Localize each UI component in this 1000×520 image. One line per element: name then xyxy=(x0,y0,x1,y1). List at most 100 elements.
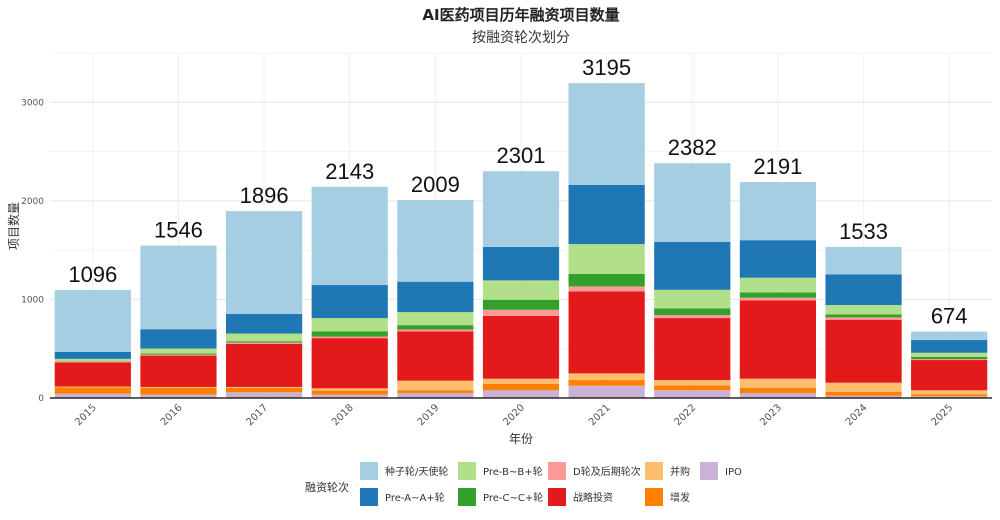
legend-label: IPO xyxy=(725,467,742,478)
bar-segment xyxy=(825,305,902,315)
bar-segment xyxy=(311,331,388,337)
x-tick-label: 2015 xyxy=(73,402,99,428)
x-tick-label: 2017 xyxy=(244,402,270,428)
legend-swatch xyxy=(458,462,476,480)
bar-segment xyxy=(140,353,217,355)
legend-label: D轮及后期轮次 xyxy=(573,465,641,478)
bar-segment xyxy=(739,300,817,379)
legend-item: 种子轮/天使轮 xyxy=(360,462,448,480)
bar-segment xyxy=(482,383,560,391)
total-label: 674 xyxy=(931,304,968,329)
legend-item: Pre-B~B+轮 xyxy=(458,462,543,480)
legend-swatch xyxy=(458,488,476,506)
legend-swatch xyxy=(645,462,663,480)
legend-item: 增发 xyxy=(645,488,690,506)
x-tick-label: 2016 xyxy=(159,402,185,428)
bar-segment xyxy=(54,387,131,394)
total-label: 2009 xyxy=(411,172,460,197)
bar-segment xyxy=(482,171,560,247)
legend-item: Pre-C~C+轮 xyxy=(458,488,543,506)
bar-segment xyxy=(739,297,817,301)
legend-swatch xyxy=(700,462,718,480)
bar-segment xyxy=(568,291,645,374)
bar-segment xyxy=(825,274,902,306)
bar-segment xyxy=(825,395,902,398)
x-axis-label: 年份 xyxy=(509,432,533,446)
bar-segment xyxy=(568,83,645,185)
bar-segment xyxy=(911,390,988,395)
bar-segment xyxy=(54,361,131,363)
total-label: 2191 xyxy=(753,154,802,179)
bar-segment xyxy=(825,314,902,318)
y-axis-ticks: 0 1000 2000 3000 xyxy=(21,98,44,404)
bar-segment xyxy=(225,211,303,314)
x-tick-label: 2021 xyxy=(587,402,613,428)
total-label: 2382 xyxy=(668,135,717,160)
legend-label: 增发 xyxy=(670,491,690,504)
legend-swatch xyxy=(360,462,378,480)
bar-segment xyxy=(397,390,474,393)
legend-item: 并购 xyxy=(645,462,690,480)
legend-item: D轮及后期轮次 xyxy=(548,462,641,480)
bar-segment xyxy=(654,385,731,391)
legend-label: 并购 xyxy=(670,465,690,478)
bar-segment xyxy=(911,396,988,398)
bar-segment xyxy=(397,329,474,332)
x-tick-label: 2023 xyxy=(758,402,784,428)
bar-segment xyxy=(568,380,645,386)
bar-segment xyxy=(54,362,131,387)
bar-segment xyxy=(739,292,817,298)
bar-segment xyxy=(482,390,560,398)
bar-segment xyxy=(911,394,988,397)
total-label: 1096 xyxy=(68,262,117,287)
total-label: 2301 xyxy=(497,143,546,168)
x-tick-label: 2018 xyxy=(330,402,356,428)
bars xyxy=(54,83,988,398)
bar-segment xyxy=(911,352,988,357)
bar-segment xyxy=(654,380,731,386)
bar-segment xyxy=(568,373,645,381)
bar-segment xyxy=(482,299,560,310)
bar-segment xyxy=(911,359,988,361)
bar-segment xyxy=(911,360,988,391)
bar-segment xyxy=(654,289,731,309)
legend-item: 战略投资 xyxy=(548,488,613,506)
bar-segment xyxy=(397,325,474,330)
bar-segment xyxy=(140,386,217,388)
bar-segment xyxy=(482,309,560,316)
bar-segment xyxy=(225,333,303,342)
bar-segment xyxy=(54,358,131,362)
bar-segment xyxy=(739,182,817,241)
total-label: 1533 xyxy=(839,219,888,244)
bar-segment xyxy=(739,387,817,393)
bar-segment xyxy=(911,340,988,353)
legend-item: Pre-A~A+轮 xyxy=(360,488,445,506)
bar-segment xyxy=(739,392,817,398)
bar-segment xyxy=(397,281,474,313)
total-label: 3195 xyxy=(582,55,631,80)
bar-segment xyxy=(225,341,303,343)
bar-segment xyxy=(568,273,645,287)
legend-label: Pre-C~C+轮 xyxy=(483,491,543,504)
bar-segment xyxy=(397,199,474,282)
bar-segment xyxy=(397,331,474,381)
bar-segment xyxy=(482,280,560,300)
bar-segment xyxy=(311,336,388,339)
bar-segment xyxy=(397,392,474,398)
total-labels: 1096 1546 1896 2143 2009 2301 3195 2382 2191 1533… xyxy=(68,55,967,328)
legend-swatch xyxy=(548,488,566,506)
bar-segment xyxy=(54,351,131,359)
bar-segment xyxy=(568,244,645,274)
bar-segment xyxy=(225,392,303,398)
total-label: 1896 xyxy=(240,183,289,208)
legend-swatch xyxy=(548,462,566,480)
bar-segment xyxy=(311,394,388,398)
bar-segment xyxy=(654,315,731,319)
bar-segment xyxy=(225,343,303,387)
bar-segment xyxy=(654,163,731,242)
bar-segment xyxy=(140,394,217,398)
bar-segment xyxy=(739,277,817,293)
bar-segment xyxy=(654,390,731,398)
y-tick-label: 3000 xyxy=(21,98,44,108)
